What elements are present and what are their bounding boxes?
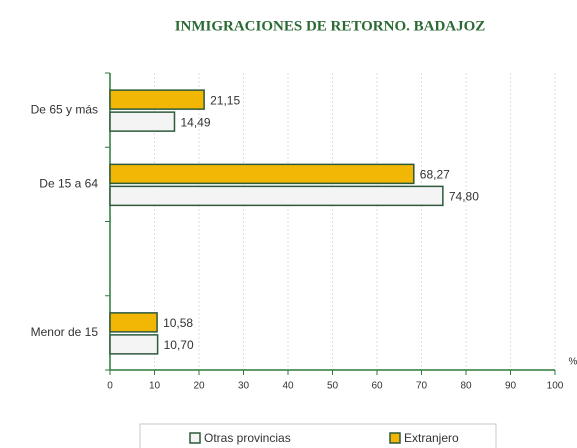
x-tick-label: 0 [107, 381, 113, 392]
legend-swatch [189, 432, 201, 444]
y-tick-label: Menor de 15 [31, 325, 99, 339]
legend-swatch [389, 432, 401, 444]
legend-frame [139, 423, 497, 448]
x-tick-label: 40 [282, 381, 294, 392]
legend-label: Extranjero [404, 431, 459, 445]
bar [109, 163, 415, 185]
chart-title: INMIGRACIONES DE RETORNO. BADAJOZ [175, 18, 486, 34]
value-label: 10,70 [164, 338, 194, 352]
x-tick-label: 70 [416, 381, 428, 392]
bar [109, 185, 444, 207]
value-label: 14,49 [180, 115, 210, 129]
legend-label: Otras provincias [204, 431, 291, 445]
value-label: 74,80 [449, 190, 479, 204]
bar [109, 334, 159, 355]
y-tick-label: De 65 y más [31, 102, 98, 116]
x-tick-label: 80 [460, 381, 472, 392]
x-tick-label: 100 [547, 381, 564, 392]
bar [109, 312, 158, 333]
bar [109, 111, 176, 132]
value-label: 21,15 [210, 93, 240, 107]
x-tick-label: 10 [149, 381, 161, 392]
x-axis-label: % [569, 357, 577, 368]
bar [109, 89, 205, 110]
value-label: 68,27 [420, 168, 450, 182]
y-tick-label: De 15 a 64 [39, 177, 98, 191]
x-tick-label: 20 [193, 381, 205, 392]
value-label: 10,58 [163, 316, 193, 330]
x-tick-label: 60 [371, 381, 383, 392]
x-tick-label: 90 [505, 381, 517, 392]
x-tick-label: 50 [327, 381, 339, 392]
x-tick-label: 30 [238, 381, 250, 392]
